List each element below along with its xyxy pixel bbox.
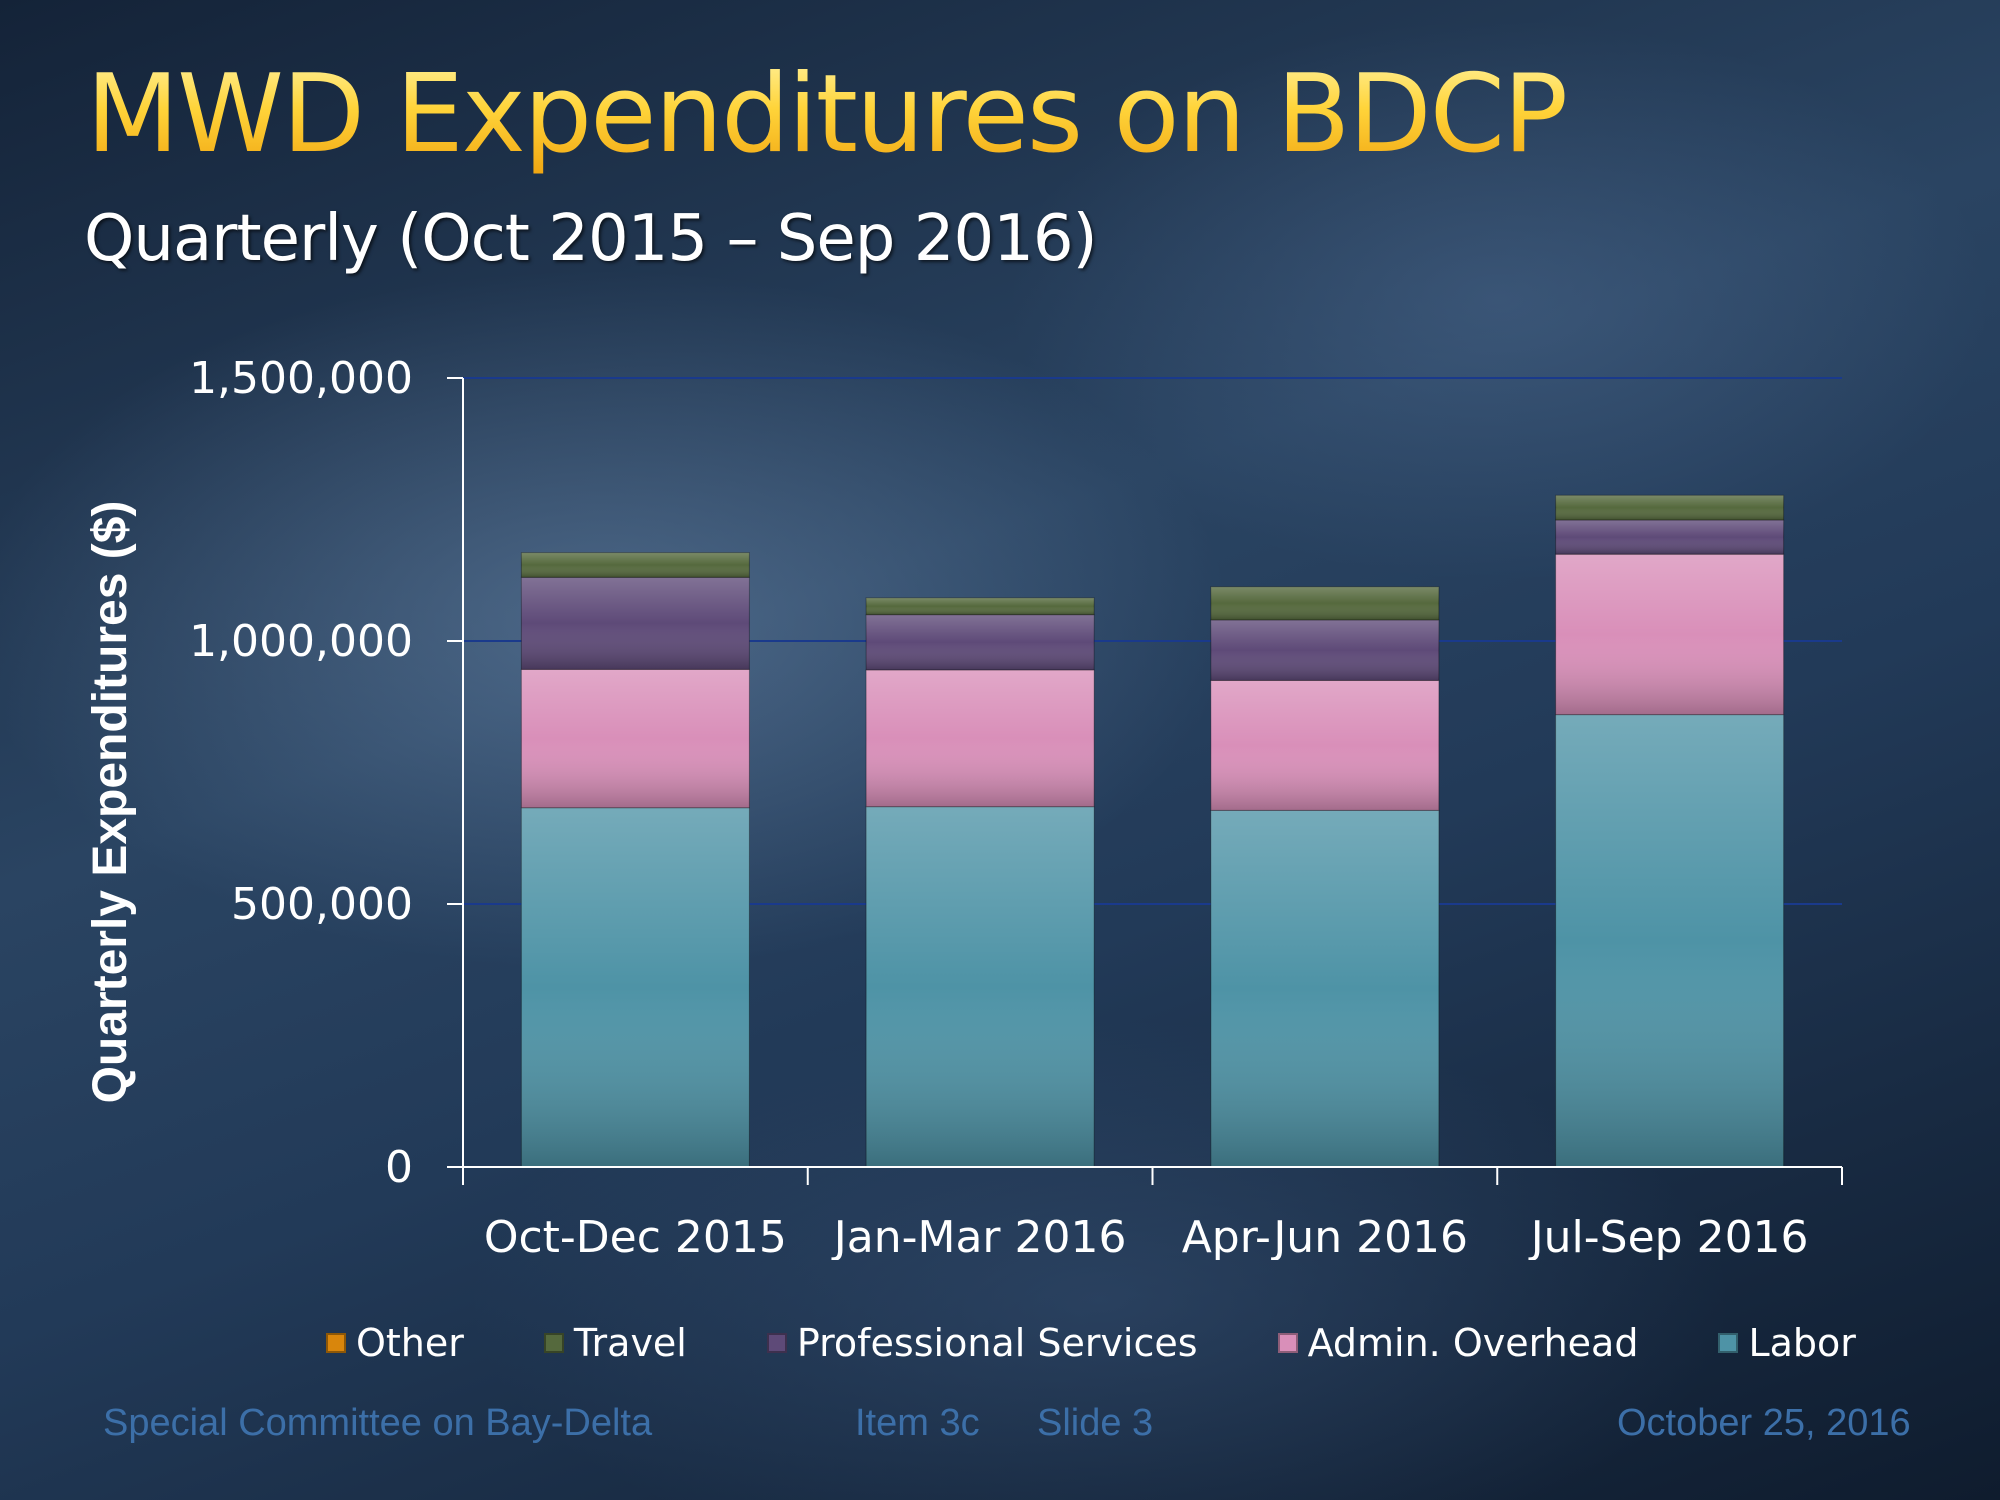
bar-segment-shade <box>1555 554 1784 715</box>
x-tick-label: Oct-Dec 2015 <box>484 1212 787 1260</box>
tick-labels: 0 500,000 1,000,000 1,500,000 Oct-Dec 2015 Ja… <box>189 353 1808 1260</box>
bar-segment-shade <box>1555 495 1784 521</box>
footer-item: Item 3c <box>855 1402 980 1444</box>
legend-item: Professional Services <box>766 1321 1198 1365</box>
axes <box>447 377 1843 1185</box>
y-tick-label: 0 <box>385 1142 413 1193</box>
legend-item: Admin. Overhead <box>1277 1321 1639 1365</box>
footer-committee: Special Committee on Bay-Delta <box>103 1402 653 1444</box>
legend-swatch <box>326 1333 346 1353</box>
bar-segment-shade <box>1210 619 1439 681</box>
bar-segment-travel <box>520 552 750 578</box>
bar-segment-professional-services <box>1555 519 1785 555</box>
bar-segment-shade <box>521 577 750 670</box>
bar-segment-shade <box>521 807 750 1167</box>
bar-segment-shade <box>1210 586 1439 620</box>
legend-item: Other <box>326 1321 464 1365</box>
legend-swatch <box>1718 1333 1739 1353</box>
bar-segment-admin-overhead <box>865 669 1095 808</box>
bar-segment-professional-services <box>1210 619 1440 681</box>
bar-segment-travel <box>1210 586 1440 621</box>
y-tick-label: 500,000 <box>231 879 413 930</box>
y-axis-label: Quarterly Expenditures ($) <box>84 501 137 1104</box>
bar-segment-shade <box>521 669 750 808</box>
legend-label: Travel <box>573 1321 687 1365</box>
bars <box>520 494 1785 1168</box>
bar-segment-professional-services <box>865 614 1095 671</box>
bar-segment-admin-overhead <box>1210 679 1440 811</box>
legend-item: Travel <box>543 1321 687 1365</box>
footer-slide: Slide 3 <box>1037 1402 1154 1444</box>
bar-segment-professional-services <box>520 576 750 670</box>
x-tick-label: Apr-Jun 2016 <box>1182 1212 1468 1260</box>
legend-swatch <box>1277 1333 1298 1353</box>
bar-segment-shade <box>866 614 1095 670</box>
bar-segment-shade <box>521 552 750 578</box>
bar-segment-labor <box>1555 714 1785 1168</box>
legend: Other Travel Professional Services Admin. O… <box>326 1318 1856 1368</box>
slide-title: MWD Expenditures on BDCP <box>86 52 1568 177</box>
x-tick-label: Jul-Sep 2016 <box>1528 1212 1809 1260</box>
legend-label: Professional Services <box>796 1321 1198 1365</box>
legend-label: Admin. Overhead <box>1307 1321 1639 1365</box>
bar-segment-labor <box>520 807 750 1168</box>
legend-item: Labor <box>1718 1321 1856 1365</box>
bar-segment-travel <box>865 597 1095 616</box>
bar-segment-labor <box>865 806 1095 1168</box>
footer: Special Committee on Bay-Delta Item 3c S… <box>0 1402 2000 1462</box>
bar-segment-shade <box>866 597 1095 615</box>
legend-label: Labor <box>1748 1321 1856 1365</box>
bar-segment-shade <box>1555 714 1784 1167</box>
bar-segment-shade <box>866 669 1095 807</box>
legend-swatch <box>766 1333 787 1353</box>
bar-segment-admin-overhead <box>1555 553 1785 716</box>
y-tick-label: 1,000,000 <box>189 616 413 667</box>
bar-segment-shade <box>1210 680 1439 811</box>
bar-segment-shade <box>1555 520 1784 555</box>
legend-label: Other <box>356 1321 464 1365</box>
bar-segment-shade <box>1210 810 1439 1167</box>
bar-segment-admin-overhead <box>520 668 750 809</box>
stacked-bar-chart: 0 500,000 1,000,000 1,500,000 Oct-Dec 2015 Ja… <box>84 353 1843 1260</box>
y-tick-label: 1,500,000 <box>189 353 413 404</box>
footer-date: October 25, 2016 <box>1617 1402 1911 1444</box>
bar-segment-travel <box>1555 494 1785 521</box>
bar-segment-shade <box>866 806 1095 1167</box>
slide-subtitle: Quarterly (Oct 2015 – Sep 2016) <box>84 202 1098 276</box>
legend-swatch <box>543 1333 564 1353</box>
x-tick-label: Jan-Mar 2016 <box>831 1212 1127 1260</box>
bar-segment-labor <box>1210 809 1440 1168</box>
